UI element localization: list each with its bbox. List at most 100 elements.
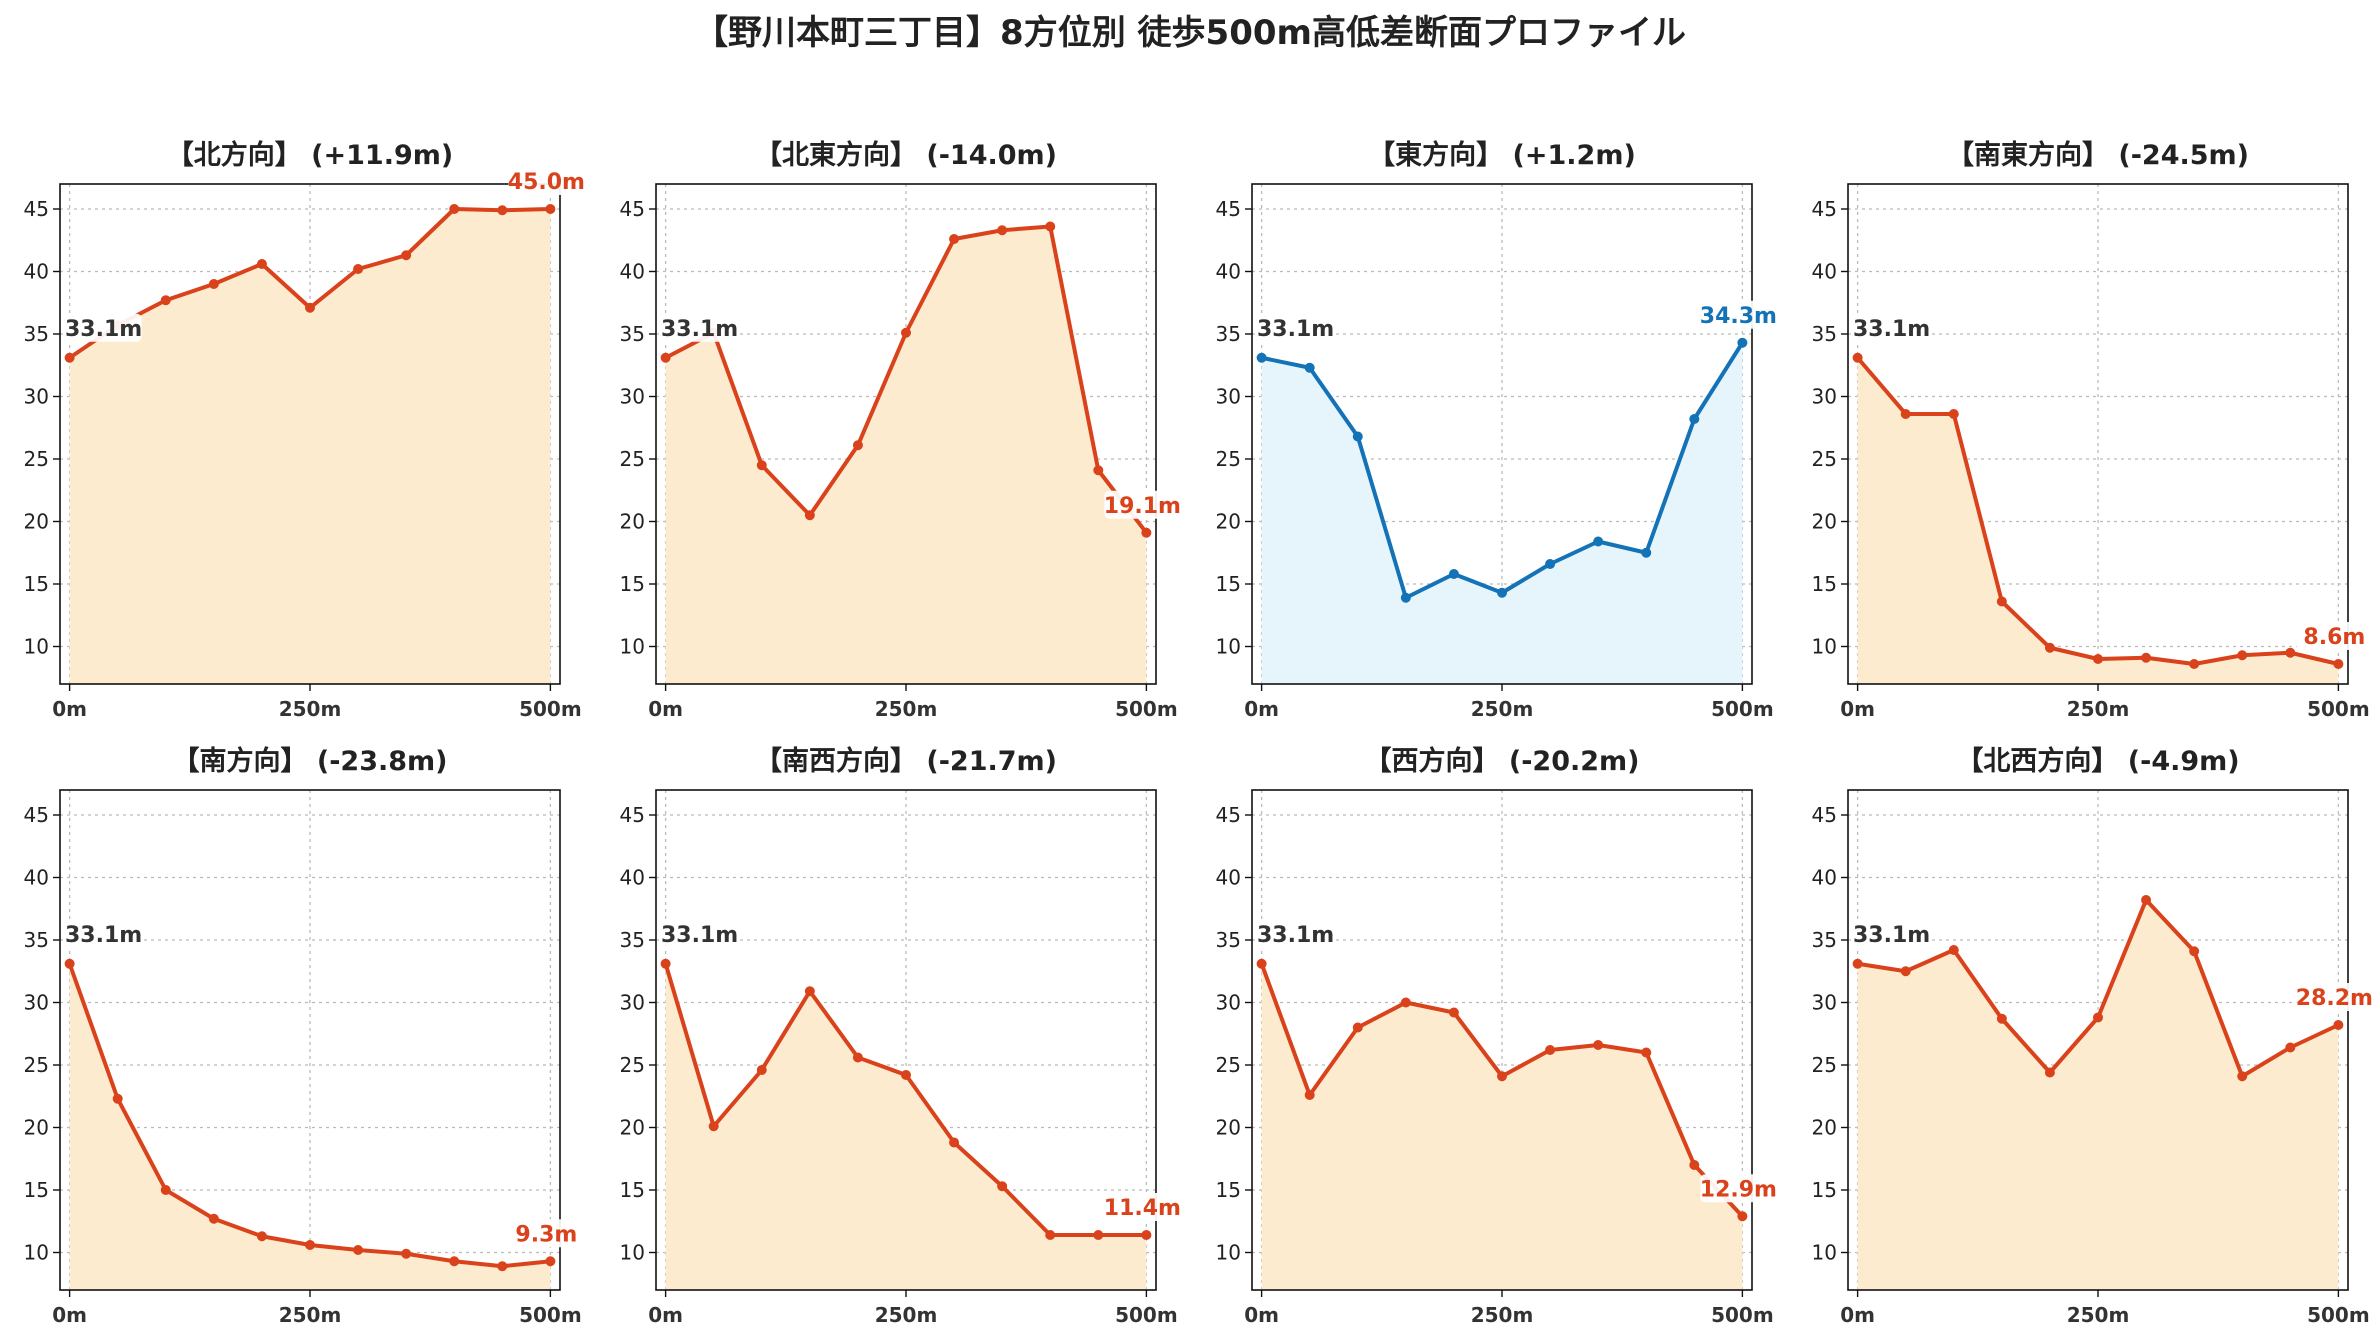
y-tick-label: 20 [1216,510,1241,534]
x-tick-label: 0m [1840,1303,1875,1327]
data-point [852,440,863,451]
y-tick-label: 35 [1812,322,1837,346]
start-label-box [65,313,142,342]
y-tick-label: 15 [1216,1178,1241,1202]
start-label-box [1257,313,1334,342]
y-tick-label: 40 [1812,260,1837,284]
data-point [353,1245,364,1255]
y-tick-label: 45 [24,803,49,827]
data-point [1948,945,1959,955]
y-tick-label: 25 [1216,1053,1241,1077]
end-label: 28.2m [2296,986,2373,1011]
x-tick-label: 500m [519,1303,582,1327]
x-tick-label: 0m [1244,697,1279,721]
y-tick-label: 30 [1216,991,1241,1015]
start-label: 33.1m [65,317,142,342]
data-point [2141,895,2152,905]
y-tick-label: 25 [1216,447,1241,471]
y-tick-label: 25 [620,447,645,471]
y-tick-label: 10 [620,635,645,659]
chart-panel-2: 【東方向】 (+1.2m) 10 15 20 25 30 35 40 45 0m 250m 500m 3… [1216,139,1777,721]
data-point [305,1240,315,1250]
end-label: 8.6m [2303,625,2365,650]
data-point [160,295,171,306]
data-point [1304,362,1315,373]
data-point [1900,966,1911,977]
data-point [949,1137,960,1148]
y-tick-label: 15 [1812,1178,1837,1202]
panel-title: 【北東方向】 (-14.0m) [755,139,1057,171]
end-label-box [1700,1174,1777,1203]
figure-title: 【野川本町三丁目】8方位別 徒歩500m高低差断面プロファイル [694,13,1686,53]
data-point [545,1256,556,1267]
y-tick-label: 10 [1812,1241,1837,1265]
data-point [1737,337,1748,348]
data-point [852,1052,863,1063]
y-tick-label: 45 [1812,197,1837,221]
area-fill [665,963,1147,1290]
data-point [1256,352,1267,363]
data-point [1497,587,1507,598]
start-label: 33.1m [65,923,142,948]
data-point [1641,1047,1652,1058]
data-point [1593,1040,1604,1050]
y-tick-label: 40 [1216,866,1241,890]
y-tick-label: 25 [24,447,49,471]
chart-panel-5: 【南西方向】 (-21.7m) 10 15 20 25 30 35 40 45 0m 250m 500… [620,745,1181,1327]
y-tick-label: 30 [24,991,49,1015]
y-tick-label: 15 [1216,572,1241,596]
y-tick-label: 45 [1812,803,1837,827]
data-point [756,1065,767,1075]
y-tick-label: 40 [24,260,49,284]
chart-panel-6: 【西方向】 (-20.2m) 10 15 20 25 30 35 40 45 0m 250m 500m… [1216,745,1777,1327]
y-tick-label: 20 [1216,1116,1241,1140]
y-tick-label: 10 [1216,635,1241,659]
end-label: 34.3m [1700,304,1777,329]
y-tick-label: 15 [1812,572,1837,596]
data-point [804,986,815,997]
data-point [1996,1013,2007,1024]
y-tick-label: 20 [1812,510,1837,534]
x-tick-label: 500m [1711,697,1774,721]
chart-panel-0: 【北方向】 (+11.9m) 10 15 20 25 30 35 40 45 0m 250m 500m… [24,139,585,721]
data-point [804,510,815,521]
x-tick-label: 250m [1471,697,1534,721]
data-point [401,1248,412,1259]
start-label-box [1853,919,1930,948]
panel-title: 【東方向】 (+1.2m) [1368,139,1636,171]
y-tick-label: 35 [1812,928,1837,952]
x-tick-label: 500m [1711,1303,1774,1327]
data-point [2044,642,2055,653]
x-tick-label: 250m [2067,697,2130,721]
y-tick-label: 40 [620,866,645,890]
x-tick-label: 0m [52,1303,87,1327]
data-point [160,1185,171,1195]
x-tick-label: 0m [1840,697,1875,721]
data-point [1352,1022,1363,1033]
x-tick-label: 500m [2307,697,2370,721]
y-tick-label: 20 [24,1116,49,1140]
x-tick-label: 500m [1115,1303,1178,1327]
data-point [1948,409,1959,419]
x-tick-label: 250m [2067,1303,2130,1327]
end-label-box [2296,983,2373,1011]
panel-title: 【南西方向】 (-21.7m) [755,745,1057,777]
y-tick-label: 10 [620,1241,645,1265]
data-point [1045,1230,1056,1240]
y-tick-label: 30 [24,385,49,409]
y-tick-label: 10 [24,1241,49,1265]
data-point [1852,958,1863,969]
y-tick-label: 40 [24,866,49,890]
data-point [1093,1230,1104,1240]
y-tick-label: 25 [620,1053,645,1077]
data-point [449,1256,460,1267]
panel-title: 【北西方向】 (-4.9m) [1956,745,2239,777]
data-point [64,352,75,363]
y-tick-label: 35 [24,322,49,346]
start-label: 33.1m [1257,923,1334,948]
panel-title: 【南方向】 (-23.8m) [172,745,447,777]
data-point [997,225,1008,236]
end-label-box [508,1219,585,1248]
end-label-box [1104,490,1181,519]
